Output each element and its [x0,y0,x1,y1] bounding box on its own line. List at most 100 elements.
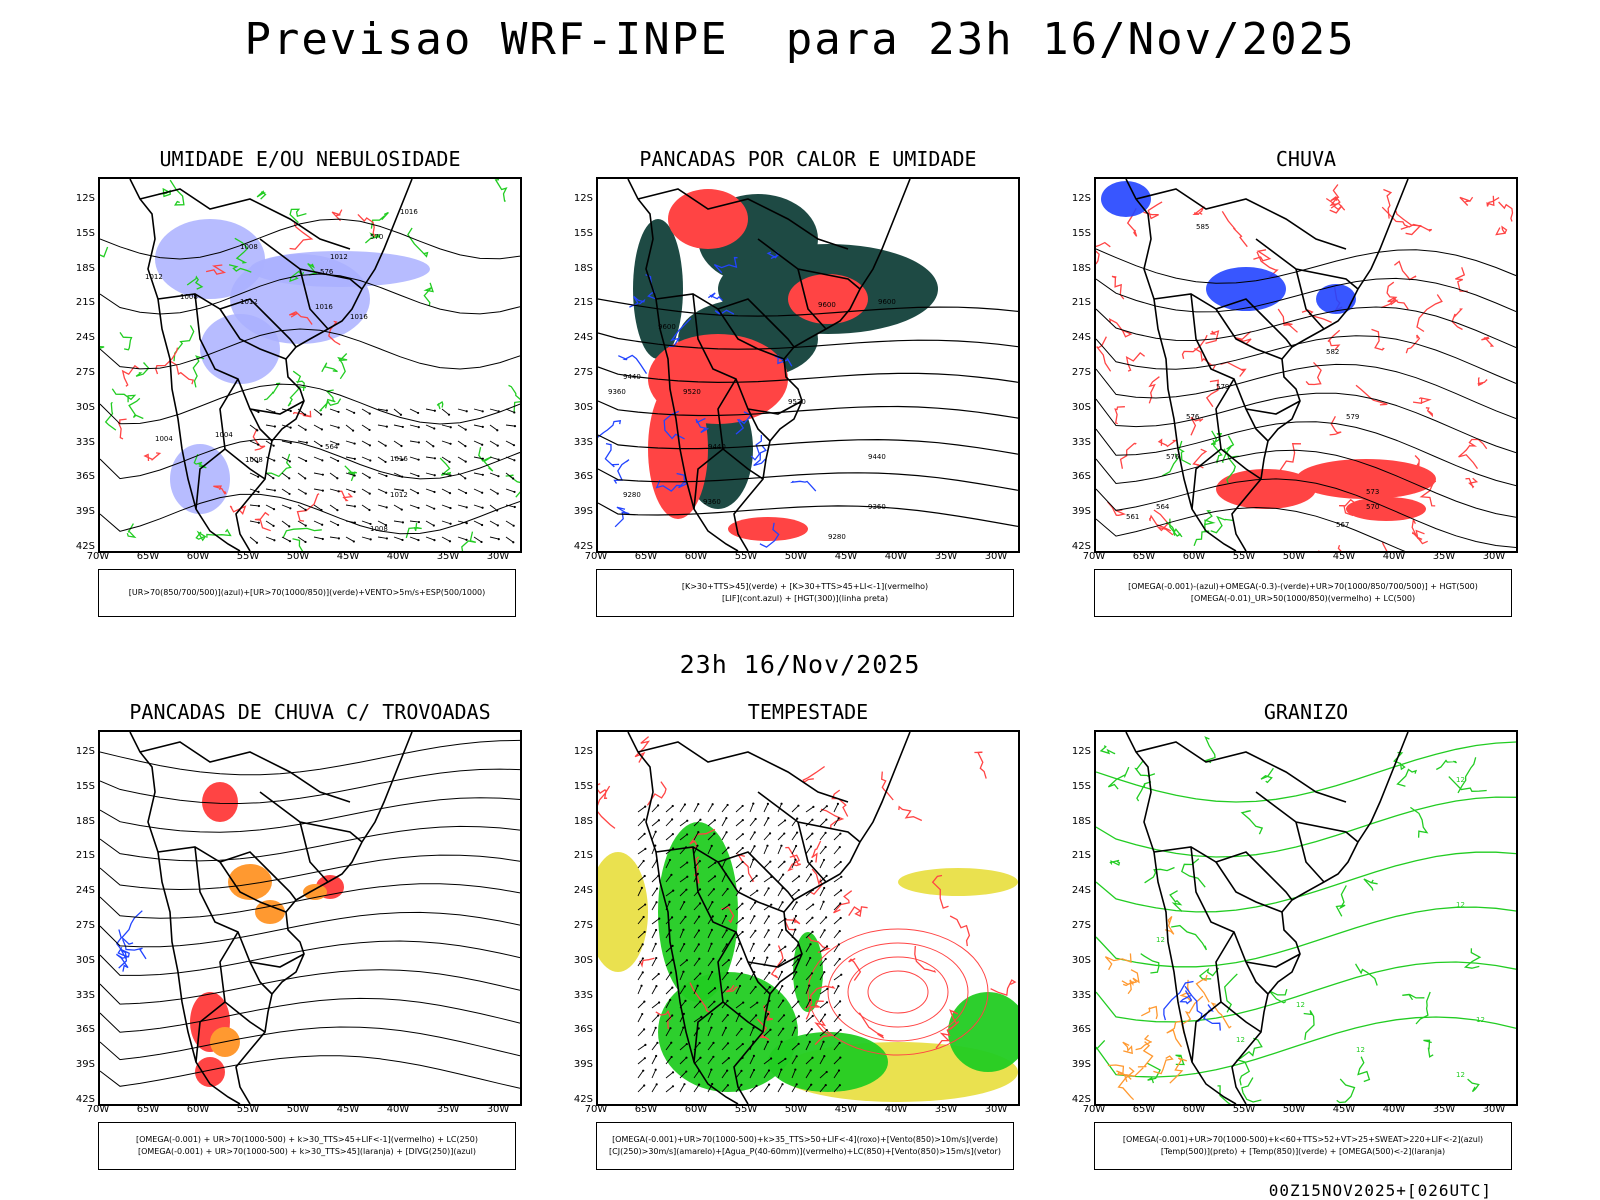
contour-line [1144,866,1175,884]
wind-vector [505,504,515,508]
wind-vector-head [336,509,339,512]
wind-vector-head [724,1026,727,1029]
wind-vector [833,917,841,925]
wind-vector-head [699,972,702,975]
wind-vector [805,860,813,869]
wind-vector-head [795,901,798,904]
shaded-area [633,219,683,359]
contour-line [370,211,389,229]
wind-vector [329,504,338,511]
wind-vector-head [753,831,756,834]
wind-vector-head [794,858,797,861]
wind-vector-head [433,539,436,542]
wind-vector [265,488,275,491]
wind-vector-head [464,460,467,463]
wind-vector [707,875,716,883]
wind-vector-head [670,1041,673,1044]
panel-pancadas-trovoadas: PANCADAS DE CHUVA C/ TROVOADAS 12S 15S 18S 2… [70,700,550,1180]
wind-vector-head [698,1041,701,1045]
wind-vector [833,1070,840,1079]
contour-line [725,984,738,993]
wind-vector-head [643,1028,646,1031]
wind-vector [791,1043,799,1051]
longitude-tick-label: 30W [1482,551,1506,562]
wind-vector [505,536,514,543]
latitude-tick-label: 42S [573,541,593,552]
wind-vector [441,536,451,542]
wind-vector-head [741,804,744,808]
contour-line [1468,438,1488,450]
contour-line [155,347,179,375]
legend-line: [OMEGA(-0.001)+UR>70(1000-500)+k<60+TTS>… [1122,1135,1484,1144]
latitude-tick-label: 21S [75,850,95,862]
contour-line [1125,352,1145,372]
wind-vector-head [337,490,340,493]
contour-line [1096,1016,1516,1078]
wind-vector-head [512,524,515,527]
wind-vector [721,915,727,925]
wind-vector-head [837,817,840,820]
contour-line [1171,924,1208,951]
wind-vector-head [654,942,657,945]
wind-vector [819,859,825,869]
wind-vector-head [726,1069,729,1072]
wind-vector [721,859,726,869]
contour-line [1459,196,1474,206]
shaded-area [200,314,280,384]
contour-label: 1004 [215,431,233,439]
contour-line [289,311,313,325]
wind-vector [651,918,660,925]
wind-vector-head [756,889,759,892]
wind-vector-head [641,957,644,960]
wind-vector-head [698,888,702,891]
contour-line [1204,736,1216,764]
wind-vector-head [725,831,728,834]
wind-vector-head [448,492,452,495]
wind-vector-head [353,521,356,524]
wind-vector [441,488,451,494]
wind-vector-head [433,409,436,412]
wind-vector-head [724,914,728,918]
wind-vector-head [353,457,356,460]
wind-vector [763,930,769,939]
wind-vector-head [685,833,689,836]
wind-vector [777,1069,782,1079]
wind-vector-head [713,875,717,878]
wind-vector [679,1027,684,1037]
wind-vector-head [697,1083,701,1086]
wind-vector-head [808,984,811,987]
contour-label: 1012 [240,298,258,306]
wind-vector-head [658,1001,661,1004]
contour-line [252,428,266,451]
wind-vector [313,456,323,461]
wind-vector [791,889,800,897]
wind-vector [393,472,403,478]
wind-vector-head [658,917,661,920]
wind-vector-head [741,902,744,905]
wind-vector [665,1042,672,1051]
shaded-area [1296,459,1436,499]
latitude-tick-label: 27S [1071,367,1091,378]
wind-vector [805,846,812,855]
wind-vector-head [481,443,484,446]
wind-vector-head [351,429,355,432]
wind-vector-head [447,413,451,416]
wind-vector [763,1084,770,1093]
wind-vector-head [756,1001,759,1004]
wind-vector [313,488,323,492]
wind-vector [693,819,701,827]
contour-line [858,1012,885,1039]
wind-vector [489,456,499,460]
wind-vector [819,946,828,953]
wind-vector-head [336,477,339,480]
wind-vector-head [698,957,701,960]
contour-label: 9280 [828,533,846,541]
wind-vector-head [711,915,714,918]
wind-vector-head [448,540,452,543]
wind-vector [265,456,275,461]
country-border [1255,791,1359,843]
wind-vector-head [741,1042,744,1046]
contour-line [289,208,307,224]
contour-line [1096,241,1111,265]
wind-vector [313,472,323,476]
